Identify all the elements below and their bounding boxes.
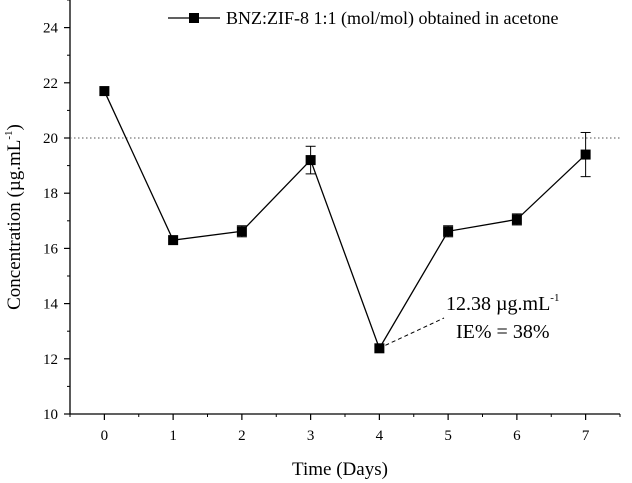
x-axis-title: Time (Days) xyxy=(292,459,388,480)
x-tick-label: 7 xyxy=(582,428,590,444)
y-axis-title-close: ) xyxy=(4,124,25,130)
annotation-ie: IE% = 38% xyxy=(456,321,549,343)
annotation-value: 12.38 µg.mL-1 xyxy=(446,292,559,315)
legend-marker xyxy=(189,13,199,23)
x-tick-label: 4 xyxy=(376,428,384,444)
annotation-layer: 12.38 µg.mL-1 IE% = 38% xyxy=(385,292,559,346)
y-tick-label: 20 xyxy=(43,131,58,147)
y-tick-label: 18 xyxy=(43,186,58,202)
x-tick-label: 1 xyxy=(169,428,177,444)
data-point-marker xyxy=(374,343,385,354)
y-tick-label: 10 xyxy=(43,407,58,423)
data-point-marker xyxy=(305,155,316,166)
annotation-value-sup: -1 xyxy=(550,292,559,304)
legend-label: BNZ:ZIF-8 1:1 (mol/mol) obtained in acet… xyxy=(226,8,558,29)
y-axis-title: Concentration (µg.mL-1) xyxy=(3,124,25,310)
x-tick-label: 6 xyxy=(513,428,521,444)
annotation-leader-line xyxy=(385,317,445,346)
data-point-marker xyxy=(99,86,110,97)
series-line xyxy=(103,90,587,350)
annotation-value-main: 12.38 µg.mL xyxy=(446,293,550,315)
y-tick-label: 12 xyxy=(43,352,58,368)
data-point-marker xyxy=(168,235,179,246)
data-point-marker xyxy=(443,226,454,237)
legend: BNZ:ZIF-8 1:1 (mol/mol) obtained in acet… xyxy=(168,8,558,29)
y-axis-title-main: Concentration (µg.mL xyxy=(4,140,25,310)
x-tick-label: 5 xyxy=(444,428,452,444)
series-layer xyxy=(99,86,591,354)
data-point-marker xyxy=(511,214,522,225)
y-tick-label: 22 xyxy=(43,76,58,92)
x-tick-label: 0 xyxy=(101,428,109,444)
data-point-marker xyxy=(580,149,591,160)
y-tick-label: 24 xyxy=(43,21,59,37)
data-point-marker xyxy=(236,226,247,237)
y-axis-title-sup: -1 xyxy=(3,130,15,139)
y-tick-label: 14 xyxy=(43,297,59,313)
x-tick-label: 3 xyxy=(307,428,315,444)
y-tick-label: 16 xyxy=(43,241,59,257)
x-tick-label: 2 xyxy=(238,428,246,444)
